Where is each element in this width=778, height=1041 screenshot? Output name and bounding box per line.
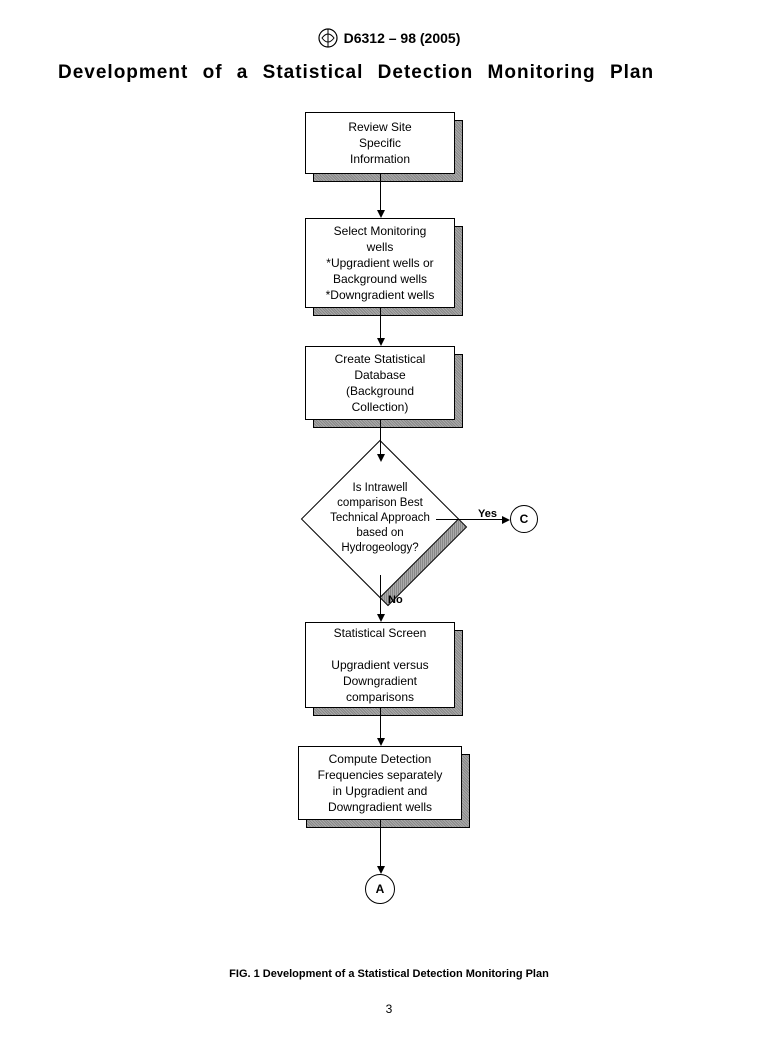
figure-caption: FIG. 1 Development of a Statistical Dete… <box>0 968 778 980</box>
node-text: Statistical Screen <box>334 625 427 641</box>
node-text: *Upgradient wells or <box>326 255 433 271</box>
node-text: (Background <box>346 383 414 399</box>
arrowhead-icon <box>502 516 510 524</box>
edge <box>380 708 381 740</box>
edge <box>380 420 381 456</box>
node-text: Upgradient versus <box>331 657 428 673</box>
node-text: comparisons <box>346 689 414 705</box>
arrowhead-icon <box>377 866 385 874</box>
arrowhead-icon <box>377 338 385 346</box>
edge <box>380 308 381 340</box>
arrowhead-icon <box>377 614 385 622</box>
node-text: Specific <box>359 135 401 151</box>
node-text: in Upgradient and <box>333 783 428 799</box>
decision-text: Is Intrawellcomparison BestTechnical App… <box>310 481 450 556</box>
arrowhead-icon <box>377 210 385 218</box>
arrowhead-icon <box>377 738 385 746</box>
node-text: Downgradient wells <box>328 799 432 815</box>
edge <box>380 820 381 868</box>
node-text <box>378 641 381 657</box>
flow-node-n5: Statistical Screen Upgradient versusDown… <box>305 622 455 708</box>
header: D6312 – 98 (2005) <box>0 0 778 48</box>
node-text: Database <box>354 367 405 383</box>
edge <box>380 575 381 616</box>
connector-A: A <box>365 874 395 904</box>
connector-C: C <box>510 505 538 533</box>
arrowhead-icon <box>377 454 385 462</box>
node-text: Downgradient <box>343 673 417 689</box>
node-text: Create Statistical <box>335 351 426 367</box>
page-title: Development of a Statistical Detection M… <box>58 62 778 84</box>
node-text: Background wells <box>333 271 427 287</box>
edge-label: Yes <box>478 508 497 520</box>
flow-node-n6: Compute DetectionFrequencies separatelyi… <box>298 746 462 820</box>
node-text: Review Site <box>348 119 411 135</box>
node-text: wells <box>367 239 394 255</box>
node-text: Compute Detection <box>329 751 432 767</box>
edge-label: No <box>388 594 403 606</box>
flow-node-n3: Create StatisticalDatabase(BackgroundCol… <box>305 346 455 420</box>
edge <box>380 174 381 212</box>
node-text: *Downgradient wells <box>326 287 435 303</box>
flowchart-canvas: Review SiteSpecificInformation Select Mon… <box>0 94 778 964</box>
node-text: Collection) <box>352 399 409 415</box>
astm-logo-icon <box>318 28 338 48</box>
flow-node-n2: Select Monitoringwells*Upgradient wells … <box>305 218 455 308</box>
flow-node-n1: Review SiteSpecificInformation <box>305 112 455 174</box>
node-text: Frequencies separately <box>318 767 443 783</box>
document-id: D6312 – 98 (2005) <box>344 30 461 46</box>
node-text: Select Monitoring <box>334 223 427 239</box>
page-number: 3 <box>0 1002 778 1016</box>
node-text: Information <box>350 151 410 167</box>
